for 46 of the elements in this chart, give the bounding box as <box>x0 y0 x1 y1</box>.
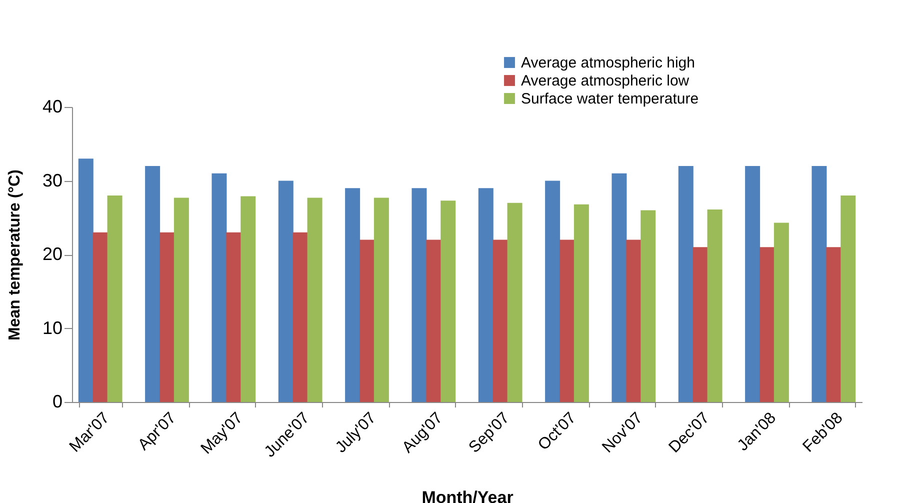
bar <box>626 240 642 402</box>
bar <box>240 196 256 402</box>
bar <box>174 198 189 402</box>
bar <box>507 202 522 402</box>
bar <box>678 166 694 402</box>
bar <box>145 166 160 402</box>
bar <box>545 180 560 402</box>
x-axis-title: Month/Year <box>422 488 514 503</box>
bar <box>760 247 774 402</box>
bar <box>278 180 294 402</box>
bar <box>212 173 227 402</box>
bar <box>78 158 94 402</box>
bar <box>412 188 427 402</box>
bar <box>374 198 389 402</box>
bar <box>478 188 494 402</box>
bar <box>440 200 456 402</box>
bar <box>426 240 442 402</box>
bar <box>774 222 789 402</box>
bar <box>492 240 508 402</box>
bar <box>160 232 174 402</box>
y-tick-label: 20 <box>42 244 62 264</box>
bar <box>226 232 242 402</box>
y-tick-label: 30 <box>42 170 62 190</box>
bar <box>612 173 627 402</box>
legend-label: Surface water temperature <box>521 90 699 108</box>
bar <box>840 196 856 402</box>
y-axis-title: Mean temperature (°C) <box>6 170 24 340</box>
legend-label: Average atmospheric low <box>521 72 690 90</box>
bar <box>826 247 842 402</box>
y-tick-label: 10 <box>42 318 62 338</box>
bar <box>640 210 656 402</box>
y-tick-label: 40 <box>42 96 62 116</box>
bar <box>292 232 308 402</box>
bar <box>360 240 374 402</box>
y-tick-label: 0 <box>52 392 62 412</box>
bar <box>692 247 708 402</box>
bar <box>745 166 760 402</box>
bar <box>307 198 322 402</box>
bar <box>107 196 122 402</box>
bar <box>560 240 574 402</box>
bar <box>345 188 360 402</box>
bar <box>812 166 827 402</box>
bar <box>92 232 108 402</box>
legend-label: Average atmospheric high <box>521 54 695 72</box>
bar <box>574 204 589 402</box>
bar <box>707 210 722 402</box>
